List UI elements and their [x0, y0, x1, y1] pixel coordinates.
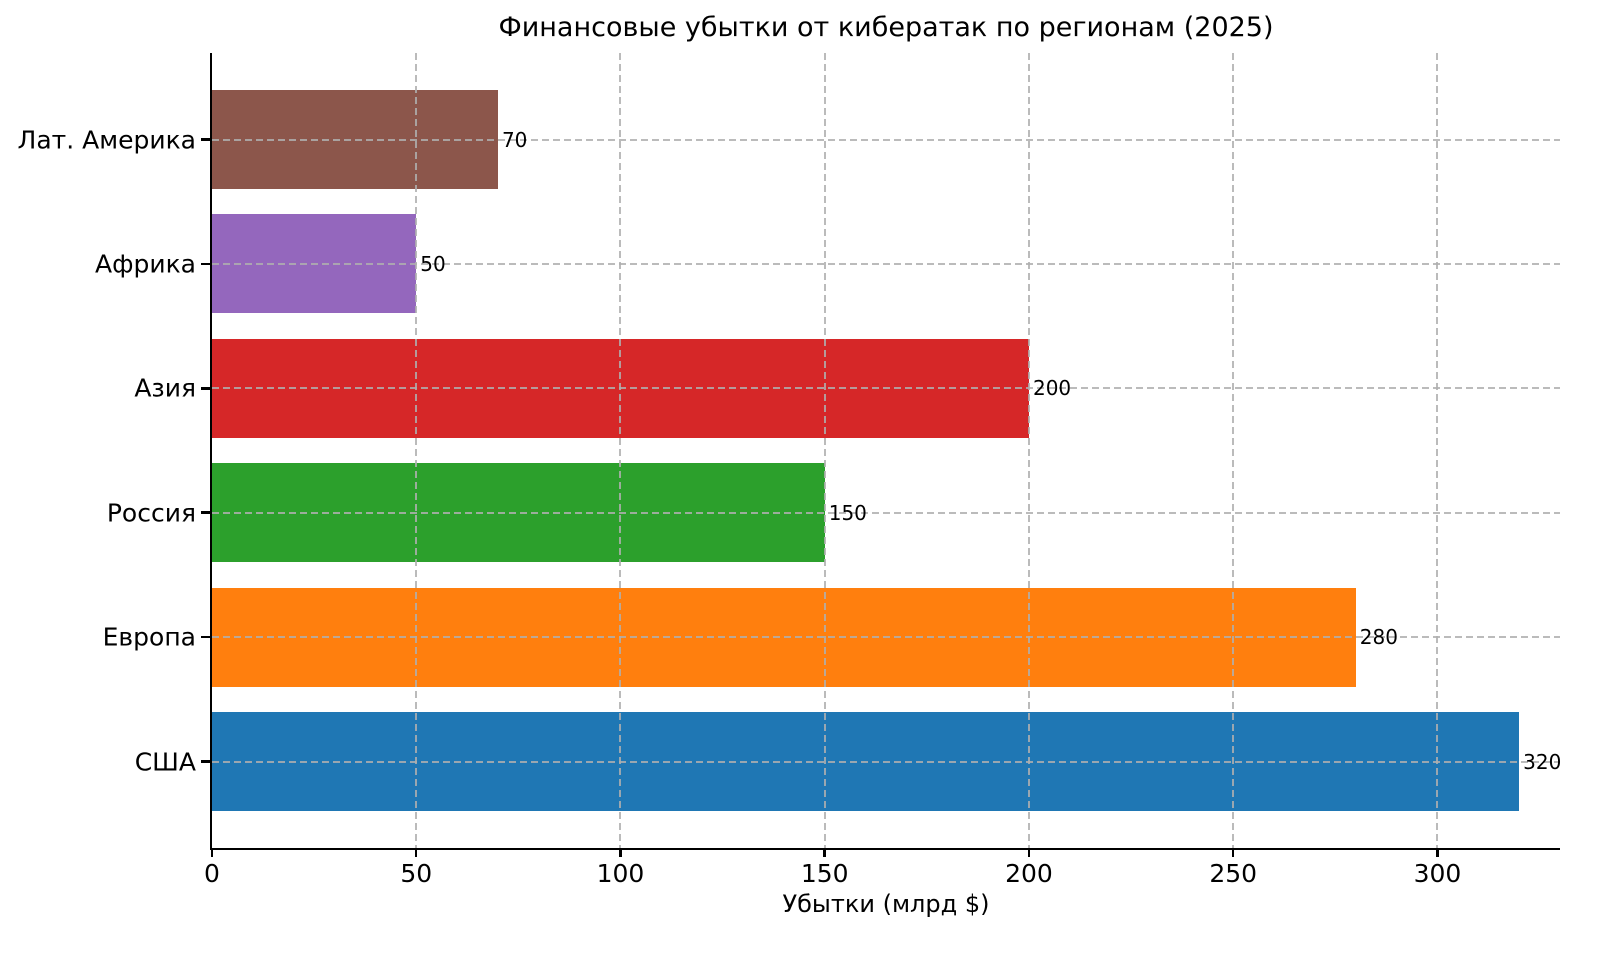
x-tick-mark — [1027, 848, 1031, 857]
y-tick-label: Европа — [102, 622, 196, 652]
y-tick-mark — [201, 511, 210, 514]
y-tick-mark — [201, 138, 210, 141]
x-tick-label: 50 — [400, 859, 433, 888]
v-gridline — [1232, 53, 1235, 848]
v-gridline — [1436, 53, 1439, 848]
y-tick-mark — [201, 262, 210, 266]
y-tick-label: Россия — [106, 498, 196, 528]
x-tick-label: 150 — [800, 859, 849, 888]
y-tick-label: США — [134, 747, 196, 776]
h-gridline — [212, 636, 1560, 639]
x-tick-label: 200 — [1005, 859, 1053, 888]
h-gridline — [212, 387, 1560, 390]
y-tick-label: Лат. Америка — [17, 125, 196, 154]
x-tick-label: 250 — [1209, 859, 1258, 888]
y-tick-mark — [201, 635, 210, 639]
x-tick-mark — [619, 848, 622, 857]
bar-value-label: 320 — [1523, 749, 1562, 774]
bar-value-label: 150 — [828, 500, 867, 525]
x-tick-mark — [1231, 848, 1235, 857]
y-tick-label: Африка — [94, 249, 196, 279]
x-tick-label: 100 — [596, 859, 645, 888]
h-gridline — [212, 262, 1560, 265]
x-tick-label: 0 — [204, 859, 220, 888]
y-axis-spine — [209, 53, 212, 850]
x-tick-mark — [1436, 848, 1439, 857]
x-tick-mark — [823, 848, 826, 857]
x-tick-label: 300 — [1413, 859, 1462, 888]
y-tick-mark — [201, 387, 210, 390]
bar-value-label: 280 — [1359, 625, 1398, 650]
v-gridline — [1027, 53, 1030, 848]
chart-title: Финансовые убытки от кибератак по регион… — [498, 12, 1274, 43]
x-tick-mark — [210, 848, 214, 857]
x-tick-mark — [414, 848, 418, 857]
v-gridline — [415, 53, 418, 848]
y-tick-mark — [201, 760, 210, 763]
bar-value-label: 50 — [420, 251, 446, 276]
v-gridline — [619, 53, 622, 848]
plot-area: Финансовые убытки от кибератак по регион… — [18, 12, 1562, 918]
v-gridline — [823, 53, 826, 848]
x-axis-label: Убытки (млрд $) — [782, 890, 990, 918]
h-gridline — [212, 760, 1560, 763]
bar-value-label: 70 — [501, 127, 528, 152]
h-gridline — [212, 511, 1560, 514]
h-gridline — [212, 138, 1560, 141]
y-tick-label: Азия — [134, 373, 196, 403]
x-axis-spine — [209, 847, 1560, 850]
bar-value-label: 200 — [1032, 376, 1072, 401]
